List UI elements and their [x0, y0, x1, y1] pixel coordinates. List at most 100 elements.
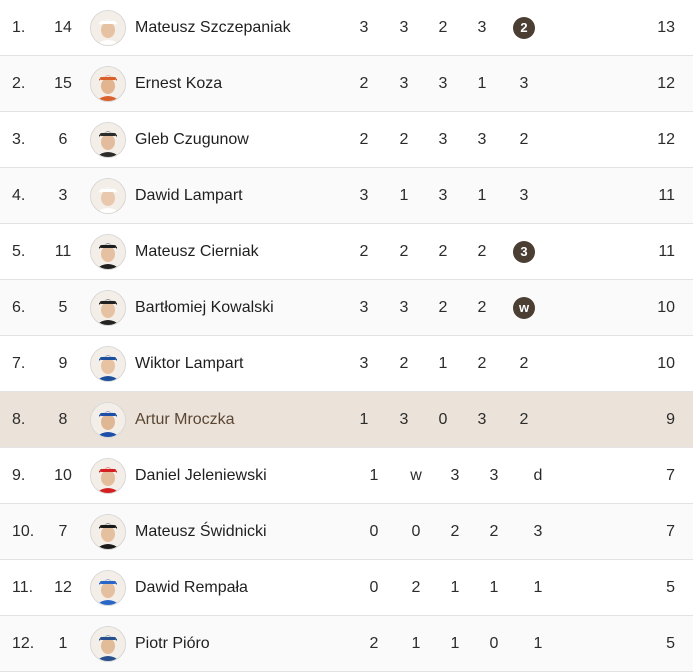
- position-cell: 5.: [12, 243, 26, 260]
- rider-number-cell: 15: [54, 75, 72, 92]
- total-points: 9: [666, 411, 675, 428]
- rider-name[interactable]: Piotr Pióro: [135, 635, 210, 652]
- table-row[interactable]: 2. 15 Ernest Koza 2 3 3 1 3 12: [0, 56, 693, 112]
- rider-name[interactable]: Gleb Czugunow: [135, 131, 249, 148]
- heat-score-5: 2: [512, 0, 536, 55]
- rider-number-cell: 14: [54, 19, 72, 36]
- heat-score-1: 3: [359, 355, 369, 372]
- heat-score-5: 1: [533, 635, 543, 652]
- rider-name[interactable]: Artur Mroczka: [135, 411, 235, 428]
- avatar: [90, 458, 126, 494]
- heat-score-5: 1: [533, 579, 543, 596]
- rider-name[interactable]: Mateusz Cierniak: [135, 243, 259, 260]
- rider-name[interactable]: Wiktor Lampart: [135, 355, 244, 372]
- avatar: [90, 290, 126, 326]
- heat-score-2: 2: [399, 243, 409, 260]
- heat-score-3: 1: [438, 355, 448, 372]
- table-row[interactable]: 5. 11 Mateusz Cierniak 2 2 2 2 3 11: [0, 224, 693, 280]
- table-row[interactable]: 9. 10 Daniel Jeleniewski 1 w 3 3 d 7: [0, 448, 693, 504]
- position-cell: 4.: [12, 187, 26, 204]
- rider-number-cell: 6: [58, 131, 68, 148]
- total-points: 5: [666, 635, 675, 652]
- heat-score-5: 3: [519, 187, 529, 204]
- rider-number-cell: 12: [54, 579, 72, 596]
- position-cell: 8.: [12, 411, 26, 428]
- heat-score-5: 3: [533, 523, 543, 540]
- heat-score-2: 2: [399, 355, 409, 372]
- rider-name[interactable]: Mateusz Świdnicki: [135, 523, 267, 540]
- rider-number-cell: 7: [58, 523, 68, 540]
- table-row[interactable]: 7. 9 Wiktor Lampart 3 2 1 2 2 10: [0, 336, 693, 392]
- total-points: 5: [666, 579, 675, 596]
- total-points: 10: [657, 355, 675, 372]
- heat-score-4: 0: [489, 635, 499, 652]
- heat-score-3: 2: [438, 19, 448, 36]
- heat-score-2: 2: [411, 579, 421, 596]
- position-cell: 12.: [12, 635, 35, 652]
- rider-number-cell: 3: [58, 187, 68, 204]
- avatar: [90, 178, 126, 214]
- rider-number-cell: 5: [58, 299, 68, 316]
- rider-name[interactable]: Bartłomiej Kowalski: [135, 299, 274, 316]
- joker-badge: w: [513, 296, 535, 319]
- heat-score-5: w: [512, 280, 536, 335]
- heat-score-4: 2: [477, 355, 487, 372]
- rider-name[interactable]: Dawid Lampart: [135, 187, 243, 204]
- heat-score-1: 0: [369, 579, 379, 596]
- position-cell: 7.: [12, 355, 26, 372]
- joker-badge: 2: [513, 16, 535, 39]
- avatar: [90, 626, 126, 662]
- rider-name[interactable]: Dawid Rempała: [135, 579, 248, 596]
- position-cell: 2.: [12, 75, 26, 92]
- rider-name[interactable]: Mateusz Szczepaniak: [135, 19, 291, 36]
- heat-score-2: 3: [399, 411, 409, 428]
- heat-score-3: 1: [450, 635, 460, 652]
- heat-score-3: 3: [450, 467, 460, 484]
- heat-score-1: 2: [359, 243, 369, 260]
- heat-score-1: 1: [359, 411, 369, 428]
- table-row[interactable]: 1. 14 Mateusz Szczepaniak 3 3 2 3 2 13: [0, 0, 693, 56]
- heat-score-2: 3: [399, 19, 409, 36]
- heat-score-3: 3: [438, 131, 448, 148]
- table-row[interactable]: 10. 7 Mateusz Świdnicki 0 0 2 2 3 7: [0, 504, 693, 560]
- heat-score-3: 0: [438, 411, 448, 428]
- rider-name[interactable]: Ernest Koza: [135, 75, 223, 92]
- heat-score-2: 1: [399, 187, 409, 204]
- position-cell: 6.: [12, 299, 26, 316]
- table-row[interactable]: 11. 12 Dawid Rempała 0 2 1 1 1 5: [0, 560, 693, 616]
- heat-score-4: 3: [477, 19, 487, 36]
- table-row[interactable]: 3. 6 Gleb Czugunow 2 2 3 3 2 12: [0, 112, 693, 168]
- heat-score-5: 2: [519, 355, 529, 372]
- table-row[interactable]: 4. 3 Dawid Lampart 3 1 3 1 3 11: [0, 168, 693, 224]
- heat-score-1: 3: [359, 187, 369, 204]
- total-points: 11: [658, 243, 675, 260]
- table-row[interactable]: 6. 5 Bartłomiej Kowalski 3 3 2 2 w 10: [0, 280, 693, 336]
- heat-score-2: 3: [399, 75, 409, 92]
- heat-score-4: 2: [477, 299, 487, 316]
- rider-name[interactable]: Daniel Jeleniewski: [135, 467, 267, 484]
- table-row[interactable]: 12. 1 Piotr Pióro 2 1 1 0 1 5: [0, 616, 693, 672]
- heat-score-4: 1: [489, 579, 499, 596]
- total-points: 7: [666, 467, 675, 484]
- position-cell: 9.: [12, 467, 26, 484]
- avatar: [90, 122, 126, 158]
- heat-score-3: 2: [438, 299, 448, 316]
- position-cell: 1.: [12, 19, 26, 36]
- position-cell: 10.: [12, 523, 35, 540]
- table-row[interactable]: 8. 8 Artur Mroczka 1 3 0 3 2 9: [0, 392, 693, 448]
- joker-badge: 3: [513, 240, 535, 263]
- heat-score-1: 2: [359, 131, 369, 148]
- total-points: 7: [666, 523, 675, 540]
- total-points: 10: [657, 299, 675, 316]
- heat-score-3: 1: [450, 579, 460, 596]
- heat-score-4: 1: [477, 75, 487, 92]
- rider-number-cell: 10: [54, 467, 72, 484]
- heat-score-3: 3: [438, 187, 448, 204]
- avatar: [90, 10, 126, 46]
- heat-score-5: 3: [519, 75, 529, 92]
- heat-score-1: 2: [369, 635, 379, 652]
- heat-score-5: 2: [519, 131, 529, 148]
- heat-score-3: 2: [438, 243, 448, 260]
- position-cell: 3.: [12, 131, 26, 148]
